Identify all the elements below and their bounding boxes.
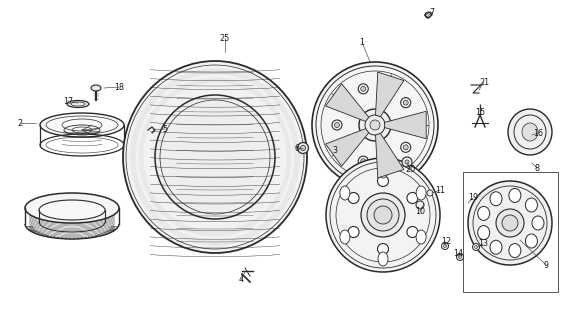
- Text: 16: 16: [533, 129, 543, 138]
- Ellipse shape: [468, 181, 552, 265]
- Text: 9: 9: [543, 260, 549, 269]
- Ellipse shape: [509, 188, 521, 203]
- Text: 1: 1: [360, 37, 365, 46]
- Bar: [463, 172, 558, 292]
- Text: 13: 13: [478, 239, 488, 249]
- Ellipse shape: [490, 192, 502, 206]
- Circle shape: [442, 243, 448, 250]
- Polygon shape: [325, 129, 369, 166]
- Ellipse shape: [67, 100, 89, 108]
- Text: 7: 7: [430, 7, 435, 17]
- Ellipse shape: [532, 216, 544, 230]
- Circle shape: [416, 201, 424, 209]
- Ellipse shape: [478, 206, 490, 220]
- Circle shape: [361, 159, 366, 164]
- Text: 12: 12: [441, 237, 451, 246]
- Circle shape: [332, 120, 342, 130]
- Circle shape: [370, 120, 380, 130]
- Text: 5: 5: [162, 124, 167, 133]
- Circle shape: [359, 109, 391, 141]
- Polygon shape: [325, 84, 369, 121]
- Ellipse shape: [91, 85, 101, 91]
- Text: 4: 4: [238, 276, 244, 284]
- Circle shape: [456, 253, 464, 260]
- Circle shape: [361, 193, 405, 237]
- Circle shape: [377, 175, 389, 187]
- Circle shape: [425, 12, 431, 18]
- Circle shape: [472, 244, 480, 251]
- Circle shape: [348, 193, 359, 204]
- Text: 6: 6: [295, 143, 299, 153]
- Ellipse shape: [40, 113, 124, 137]
- Circle shape: [407, 193, 418, 204]
- Circle shape: [377, 244, 389, 254]
- Ellipse shape: [478, 226, 490, 240]
- Ellipse shape: [522, 123, 538, 141]
- Circle shape: [358, 156, 368, 166]
- Circle shape: [459, 255, 461, 259]
- Circle shape: [403, 100, 408, 105]
- Circle shape: [402, 157, 412, 167]
- Ellipse shape: [340, 186, 350, 200]
- Ellipse shape: [312, 62, 438, 188]
- Circle shape: [374, 206, 392, 224]
- Ellipse shape: [155, 95, 275, 219]
- Ellipse shape: [416, 186, 426, 200]
- Ellipse shape: [123, 61, 307, 253]
- Ellipse shape: [509, 244, 521, 258]
- Text: 15: 15: [475, 108, 485, 116]
- Ellipse shape: [525, 198, 538, 212]
- Text: 17: 17: [63, 97, 73, 106]
- Text: 18: 18: [114, 83, 124, 92]
- Ellipse shape: [378, 164, 388, 178]
- Circle shape: [502, 215, 518, 231]
- Polygon shape: [376, 72, 404, 116]
- Polygon shape: [385, 111, 426, 139]
- Ellipse shape: [378, 252, 388, 266]
- Ellipse shape: [326, 158, 440, 272]
- Text: 10: 10: [415, 207, 425, 217]
- Circle shape: [405, 160, 409, 164]
- Circle shape: [401, 142, 411, 152]
- Polygon shape: [376, 133, 404, 178]
- Circle shape: [358, 84, 368, 94]
- Circle shape: [427, 190, 433, 196]
- Ellipse shape: [490, 240, 502, 254]
- Text: 2: 2: [18, 118, 23, 127]
- Text: 14: 14: [453, 250, 463, 259]
- Circle shape: [300, 146, 306, 150]
- Ellipse shape: [25, 193, 119, 223]
- Circle shape: [443, 244, 447, 247]
- Ellipse shape: [525, 234, 538, 248]
- Circle shape: [361, 86, 366, 91]
- Text: 8: 8: [534, 164, 539, 172]
- Text: 20: 20: [405, 164, 415, 173]
- Ellipse shape: [340, 230, 350, 244]
- Text: 21: 21: [479, 77, 489, 86]
- Circle shape: [403, 145, 408, 150]
- Text: 19: 19: [468, 194, 478, 203]
- Ellipse shape: [39, 200, 105, 220]
- Circle shape: [335, 123, 340, 127]
- Circle shape: [496, 209, 524, 237]
- Ellipse shape: [416, 230, 426, 244]
- Ellipse shape: [508, 109, 552, 155]
- Circle shape: [298, 142, 308, 154]
- Text: 11: 11: [435, 186, 445, 195]
- Circle shape: [407, 227, 418, 237]
- Circle shape: [348, 227, 359, 237]
- Circle shape: [475, 245, 477, 249]
- Text: 25: 25: [220, 34, 230, 43]
- Circle shape: [401, 98, 411, 108]
- Circle shape: [367, 199, 399, 231]
- Text: 3: 3: [332, 146, 337, 155]
